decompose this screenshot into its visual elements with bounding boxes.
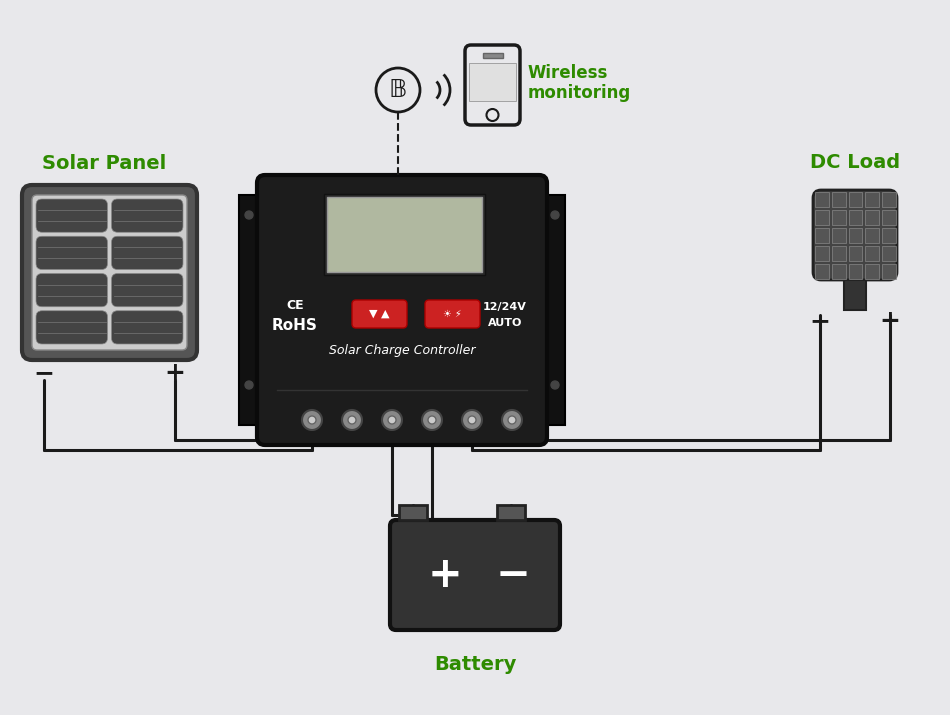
Bar [815,264,828,279]
Circle shape [502,410,522,430]
FancyBboxPatch shape [36,236,107,270]
Bar [832,192,846,207]
FancyBboxPatch shape [32,195,187,350]
FancyBboxPatch shape [425,300,480,328]
Bar [865,210,879,225]
Circle shape [462,410,482,430]
Bar [815,192,828,207]
Text: RoHS: RoHS [272,317,318,332]
Circle shape [382,410,402,430]
Circle shape [245,211,253,219]
Bar [883,246,896,261]
Circle shape [348,416,356,424]
FancyBboxPatch shape [22,185,197,360]
Bar [865,246,879,261]
FancyBboxPatch shape [257,175,547,445]
Text: Battery: Battery [434,655,516,674]
Bar [545,195,565,425]
Bar [815,210,828,225]
Text: +: + [164,361,185,385]
Text: 12/24V: 12/24V [483,302,527,312]
Circle shape [388,416,396,424]
Circle shape [342,410,362,430]
Bar [883,210,896,225]
Bar [832,228,846,243]
Text: Solar Charge Controller: Solar Charge Controller [329,343,475,357]
Text: −: − [496,554,530,596]
FancyBboxPatch shape [36,199,107,232]
Text: Solar Panel: Solar Panel [43,154,166,173]
Circle shape [245,381,253,389]
Text: ☀ ⚡: ☀ ⚡ [443,309,462,319]
Bar [324,194,485,275]
Text: −: − [809,309,830,333]
Bar [865,264,879,279]
Bar [848,210,863,225]
FancyBboxPatch shape [36,274,107,307]
Circle shape [428,416,436,424]
Circle shape [422,410,442,430]
Text: +: + [428,554,463,596]
Bar [483,53,503,58]
Text: AUTO: AUTO [487,318,522,328]
Circle shape [468,416,476,424]
Text: Wireless
monitoring: Wireless monitoring [528,64,631,102]
Text: −: − [33,361,54,385]
Bar [469,63,516,101]
Bar [865,228,879,243]
Text: DC Load: DC Load [810,153,900,172]
Bar [883,264,896,279]
Circle shape [308,416,316,424]
Bar [832,210,846,225]
Bar [815,246,828,261]
Text: CE: CE [286,298,304,312]
FancyBboxPatch shape [390,520,560,630]
Bar [832,264,846,279]
Bar [848,192,863,207]
Circle shape [551,211,559,219]
Bar [883,192,896,207]
Bar [399,505,427,520]
Bar [883,228,896,243]
Bar [865,192,879,207]
Bar [239,195,259,425]
Bar [848,228,863,243]
Circle shape [551,381,559,389]
Text: +: + [880,309,901,333]
Bar [327,197,482,272]
FancyBboxPatch shape [111,311,183,344]
FancyBboxPatch shape [813,190,897,280]
Bar [848,264,863,279]
FancyBboxPatch shape [111,236,183,270]
FancyBboxPatch shape [36,311,107,344]
FancyBboxPatch shape [352,300,407,328]
Bar [497,505,525,520]
FancyBboxPatch shape [111,199,183,232]
Circle shape [508,416,516,424]
Bar [815,228,828,243]
Bar [832,246,846,261]
Bar [844,280,866,310]
Text: ▼ ▲: ▼ ▲ [370,309,390,319]
Circle shape [302,410,322,430]
FancyBboxPatch shape [111,274,183,307]
Bar [848,246,863,261]
Text: 𝔹: 𝔹 [389,78,408,102]
